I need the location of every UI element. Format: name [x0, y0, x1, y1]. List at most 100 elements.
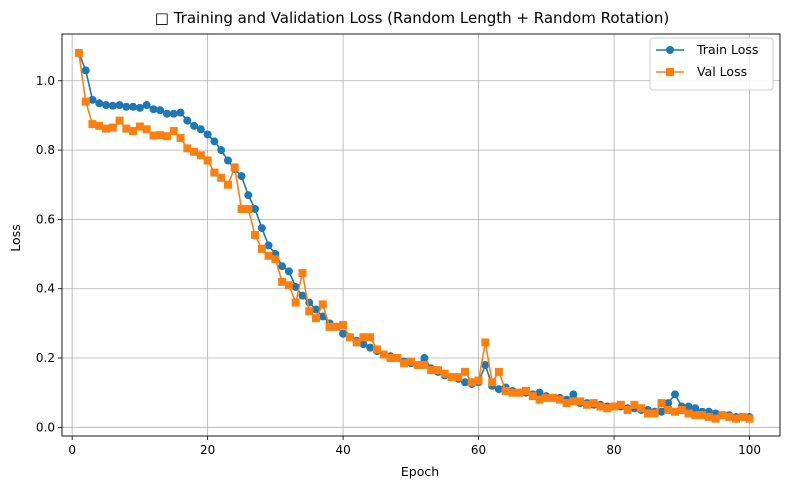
chart-title: □ Training and Validation Loss (Random L…: [155, 9, 669, 27]
val-loss-point: [528, 392, 537, 401]
axis-ticks: 0 20 40 60 80 100 0.0 0.2 0.4 0.6 0.8 1.0: [36, 74, 761, 457]
val-loss-point: [332, 322, 341, 331]
val-loss-point: [366, 333, 375, 342]
train-loss-point: [183, 116, 192, 125]
x-tick-label: 40: [335, 443, 350, 457]
val-loss-point: [169, 127, 178, 136]
val-loss-point: [176, 133, 185, 142]
train-loss-point: [684, 402, 693, 411]
val-loss-point: [427, 366, 436, 375]
val-loss-point: [515, 388, 524, 397]
val-loss-point: [637, 404, 646, 413]
train-loss-point: [108, 101, 117, 110]
y-tick-label: 0.6: [36, 212, 55, 226]
val-loss-point: [684, 409, 693, 418]
y-tick-label: 0.2: [36, 351, 55, 365]
val-loss-point: [210, 168, 219, 177]
val-loss-point: [345, 333, 354, 342]
train-loss-point: [481, 360, 490, 369]
val-loss-point: [122, 124, 131, 133]
val-loss-point: [535, 395, 544, 404]
y-tick-label: 0.8: [36, 143, 55, 157]
val-loss-point: [264, 251, 273, 260]
val-loss-point: [725, 412, 734, 421]
val-loss-point: [318, 300, 327, 309]
val-loss-point: [393, 354, 402, 363]
val-loss-point: [454, 373, 463, 382]
val-loss-point: [481, 338, 490, 347]
val-loss-point: [149, 131, 158, 140]
train-loss-point: [237, 172, 246, 181]
legend-train-label: Train Loss: [696, 42, 758, 57]
val-loss-point: [474, 376, 483, 385]
val-loss-point: [379, 350, 388, 359]
val-loss-point: [183, 144, 192, 153]
val-loss-point: [359, 333, 368, 342]
y-tick-label: 0.0: [36, 420, 55, 434]
val-loss-point: [718, 411, 727, 420]
val-loss-point: [284, 281, 293, 290]
val-loss-point: [257, 244, 266, 253]
train-loss-point: [149, 105, 158, 114]
x-tick-label: 0: [68, 443, 76, 457]
val-loss-point: [291, 298, 300, 307]
train-loss-point: [129, 102, 138, 111]
val-loss-point: [298, 269, 307, 278]
val-loss-point: [650, 409, 659, 418]
train-loss-point: [223, 156, 232, 165]
val-loss-point: [616, 400, 625, 409]
val-loss-point: [400, 359, 409, 368]
y-axis-label: Loss: [8, 224, 23, 251]
train-loss-point: [657, 407, 666, 416]
train-loss-point: [691, 404, 700, 413]
val-loss-point: [576, 397, 585, 406]
x-tick-label: 100: [738, 443, 761, 457]
val-loss-point: [108, 123, 117, 132]
legend-box: [649, 37, 774, 91]
val-loss-point: [555, 395, 564, 404]
x-tick-label: 80: [606, 443, 621, 457]
train-loss-point: [244, 191, 253, 200]
val-loss-point: [508, 388, 517, 397]
val-loss-point: [542, 393, 551, 402]
train-loss-point: [169, 109, 178, 118]
plot-frame: [61, 33, 781, 437]
val-loss-point: [81, 97, 90, 106]
val-loss-point: [440, 369, 449, 378]
val-loss-point: [582, 400, 591, 409]
train-loss-point: [291, 282, 300, 291]
val-loss-point: [677, 406, 686, 415]
train-loss-point: [122, 102, 131, 111]
val-loss-point: [698, 411, 707, 420]
y-tick-label: 0.4: [36, 282, 55, 296]
val-loss-point: [731, 414, 740, 423]
val-loss-point: [711, 414, 720, 423]
val-loss-point: [162, 132, 171, 141]
legend: Train Loss Val Loss: [649, 37, 774, 91]
val-loss-point: [230, 163, 239, 172]
series-layer: [74, 49, 754, 423]
train-loss-point: [569, 390, 578, 399]
train-loss-point: [257, 224, 266, 233]
val-loss-point: [142, 125, 151, 134]
train-loss-point: [196, 125, 205, 134]
val-loss-point: [494, 367, 503, 376]
train-loss-point: [298, 291, 307, 300]
val-loss-point: [589, 399, 598, 408]
val-loss-point: [549, 393, 558, 402]
val-loss-point: [704, 412, 713, 421]
train-loss-point: [366, 343, 375, 352]
val-loss-point: [420, 360, 429, 369]
train-loss-point: [217, 146, 226, 155]
val-loss-point: [325, 322, 334, 331]
x-tick-label: 20: [200, 443, 215, 457]
train-loss-point: [284, 267, 293, 276]
val-loss-point: [467, 378, 476, 387]
val-loss-point: [671, 407, 680, 416]
val-loss-point: [102, 124, 111, 133]
val-loss-point: [339, 321, 348, 330]
legend-train-marker: [666, 46, 674, 54]
val-loss-point: [135, 122, 144, 131]
val-loss-point: [562, 399, 571, 408]
